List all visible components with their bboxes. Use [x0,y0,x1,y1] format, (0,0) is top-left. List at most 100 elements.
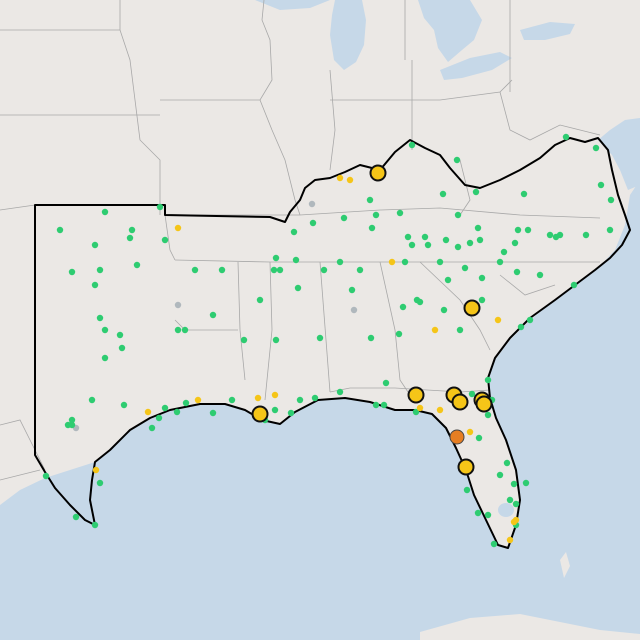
station-marker-green[interactable] [128,226,136,234]
station-marker-green[interactable] [191,266,199,274]
station-marker-green[interactable] [228,396,236,404]
station-marker-yellow[interactable] [416,404,424,412]
station-marker-green[interactable] [271,406,279,414]
station-marker-green[interactable] [453,156,461,164]
station-marker-green[interactable] [500,248,508,256]
station-marker-green[interactable] [133,261,141,269]
station-marker-yellow[interactable] [510,518,518,526]
station-marker-green[interactable] [439,190,447,198]
station-marker-gray[interactable] [308,200,316,208]
station-marker-green[interactable] [366,196,374,204]
station-marker-yellow-large[interactable] [463,299,481,317]
station-marker-green[interactable] [484,376,492,384]
station-marker-green[interactable] [461,264,469,272]
station-marker-green[interactable] [287,409,295,417]
station-marker-green[interactable] [496,471,504,479]
station-marker-green[interactable] [91,521,99,529]
station-marker-yellow[interactable] [388,258,396,266]
station-marker-orange[interactable] [449,429,465,445]
station-marker-green[interactable] [524,226,532,234]
station-marker-green[interactable] [173,408,181,416]
station-marker-green[interactable] [472,188,480,196]
station-marker-green[interactable] [320,266,328,274]
station-marker-green[interactable] [546,231,554,239]
station-marker-green[interactable] [463,486,471,494]
station-marker-green[interactable] [148,424,156,432]
station-marker-green[interactable] [91,241,99,249]
station-marker-green[interactable] [514,226,522,234]
station-marker-green[interactable] [118,344,126,352]
station-marker-yellow[interactable] [346,176,354,184]
station-marker-green[interactable] [209,409,217,417]
station-marker-green[interactable] [607,196,615,204]
station-marker-green[interactable] [606,226,614,234]
station-marker-green[interactable] [161,404,169,412]
station-marker-green[interactable] [517,323,525,331]
station-marker-green[interactable] [96,266,104,274]
station-marker-green[interactable] [64,421,72,429]
station-marker-green[interactable] [101,208,109,216]
station-marker-yellow-large[interactable] [475,395,493,413]
station-marker-green[interactable] [520,190,528,198]
station-marker-yellow[interactable] [174,224,182,232]
station-marker-green[interactable] [512,500,520,508]
station-marker-yellow-large[interactable] [251,405,269,423]
station-marker-green[interactable] [276,266,284,274]
station-marker-green[interactable] [336,388,344,396]
station-marker-green[interactable] [101,354,109,362]
station-marker-green[interactable] [511,239,519,247]
station-marker-green[interactable] [408,241,416,249]
station-marker-green[interactable] [68,268,76,276]
station-marker-green[interactable] [476,236,484,244]
station-marker-green[interactable] [582,231,590,239]
station-marker-yellow[interactable] [436,406,444,414]
station-marker-yellow[interactable] [494,316,502,324]
station-marker-yellow[interactable] [431,326,439,334]
station-marker-green[interactable] [209,311,217,319]
station-marker-green[interactable] [526,316,534,324]
station-marker-green[interactable] [466,239,474,247]
station-marker-green[interactable] [372,401,380,409]
station-marker-yellow-large[interactable] [457,458,475,476]
station-marker-green[interactable] [404,233,412,241]
station-marker-green[interactable] [440,306,448,314]
station-marker-green[interactable] [474,224,482,232]
station-marker-green[interactable] [592,144,600,152]
station-marker-green[interactable] [380,401,388,409]
station-marker-green[interactable] [120,401,128,409]
station-marker-green[interactable] [484,511,492,519]
station-marker-green[interactable] [316,334,324,342]
station-marker-green[interactable] [408,141,416,149]
station-marker-green[interactable] [484,411,492,419]
station-marker-green[interactable] [556,231,564,239]
station-marker-yellow[interactable] [336,174,344,182]
station-marker-green[interactable] [396,209,404,217]
station-marker-green[interactable] [356,266,364,274]
station-marker-green[interactable] [240,336,248,344]
station-marker-green[interactable] [42,472,50,480]
station-marker-green[interactable] [270,266,278,274]
station-marker-green[interactable] [156,203,164,211]
station-marker-gray[interactable] [350,306,358,314]
station-marker-green[interactable] [454,211,462,219]
station-marker-green[interactable] [570,281,578,289]
station-marker-gray[interactable] [174,301,182,309]
station-marker-green[interactable] [395,330,403,338]
station-marker-green[interactable] [340,214,348,222]
station-marker-green[interactable] [174,326,182,334]
station-marker-green[interactable] [311,394,319,402]
station-marker-green[interactable] [101,326,109,334]
station-marker-green[interactable] [468,390,476,398]
station-marker-green[interactable] [309,219,317,227]
station-marker-yellow[interactable] [271,391,279,399]
station-marker-green[interactable] [368,224,376,232]
station-marker-yellow-large[interactable] [451,393,469,411]
station-marker-green[interactable] [416,298,424,306]
station-marker-green[interactable] [348,286,356,294]
station-marker-green[interactable] [475,434,483,442]
station-marker-green[interactable] [218,266,226,274]
station-marker-green[interactable] [91,281,99,289]
station-marker-green[interactable] [474,509,482,517]
station-marker-yellow[interactable] [194,396,202,404]
